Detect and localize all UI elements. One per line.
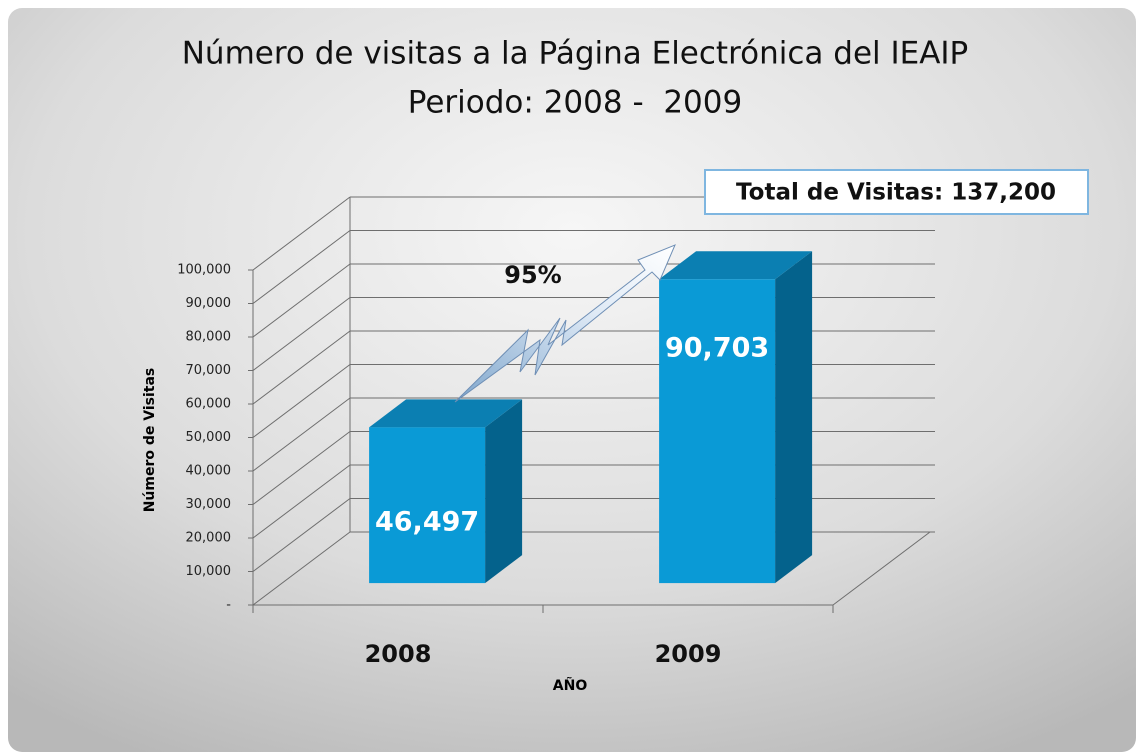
- bar: [659, 279, 776, 584]
- grid-line: [252, 531, 351, 606]
- grid-line: [252, 364, 351, 438]
- bar: [369, 427, 486, 584]
- growth-arrow: [454, 244, 676, 403]
- plot-area: - 10,000 20,000 30,000 40,000 50,000 60,000 70,…: [177, 196, 935, 668]
- y-tick-label: 80,000: [186, 330, 232, 345]
- grid-line: [252, 330, 351, 405]
- y-tick-label: 60,000: [186, 397, 232, 412]
- chart-title: Número de visitas a la Página Electrónic…: [182, 36, 969, 72]
- x-tick-label: 2008: [365, 640, 432, 668]
- chart-subtitle: Periodo: 2008 - 2009: [408, 85, 742, 121]
- grid-line: [252, 431, 351, 505]
- x-axis-label: AÑO: [553, 677, 588, 694]
- x-tick-label: 2009: [655, 640, 722, 668]
- y-tick-label: 10,000: [186, 564, 232, 579]
- bar-top: [369, 399, 523, 428]
- y-tick-label: 70,000: [186, 363, 232, 378]
- bar-top: [659, 251, 813, 280]
- y-tick-label: 40,000: [186, 464, 232, 479]
- grid-line: [252, 230, 351, 304]
- grid-line: [252, 464, 351, 539]
- growth-label: 95%: [504, 261, 561, 289]
- y-tick-label: 90,000: [186, 296, 232, 311]
- value-label: 46,497: [375, 507, 479, 538]
- grid-line: [252, 498, 351, 572]
- grid-line: [252, 263, 351, 338]
- y-tick-label: -: [226, 598, 231, 613]
- grid-line: [252, 397, 351, 472]
- y-tick-label: 100,000: [177, 263, 231, 278]
- y-tick-label: 20,000: [186, 531, 232, 546]
- y-tick-label: 30,000: [186, 497, 232, 512]
- bar-side: [485, 399, 523, 584]
- grid-line: [252, 297, 351, 371]
- y-tick-label: 50,000: [186, 430, 232, 445]
- bar-side: [775, 251, 813, 584]
- y-axis-label: Número de Visitas: [142, 368, 158, 513]
- total-label: Total de Visitas: 137,200: [736, 180, 1056, 206]
- grid-line: [252, 196, 351, 271]
- value-label: 90,703: [665, 333, 769, 364]
- floor-right: [832, 531, 931, 606]
- total-box: [704, 169, 1089, 215]
